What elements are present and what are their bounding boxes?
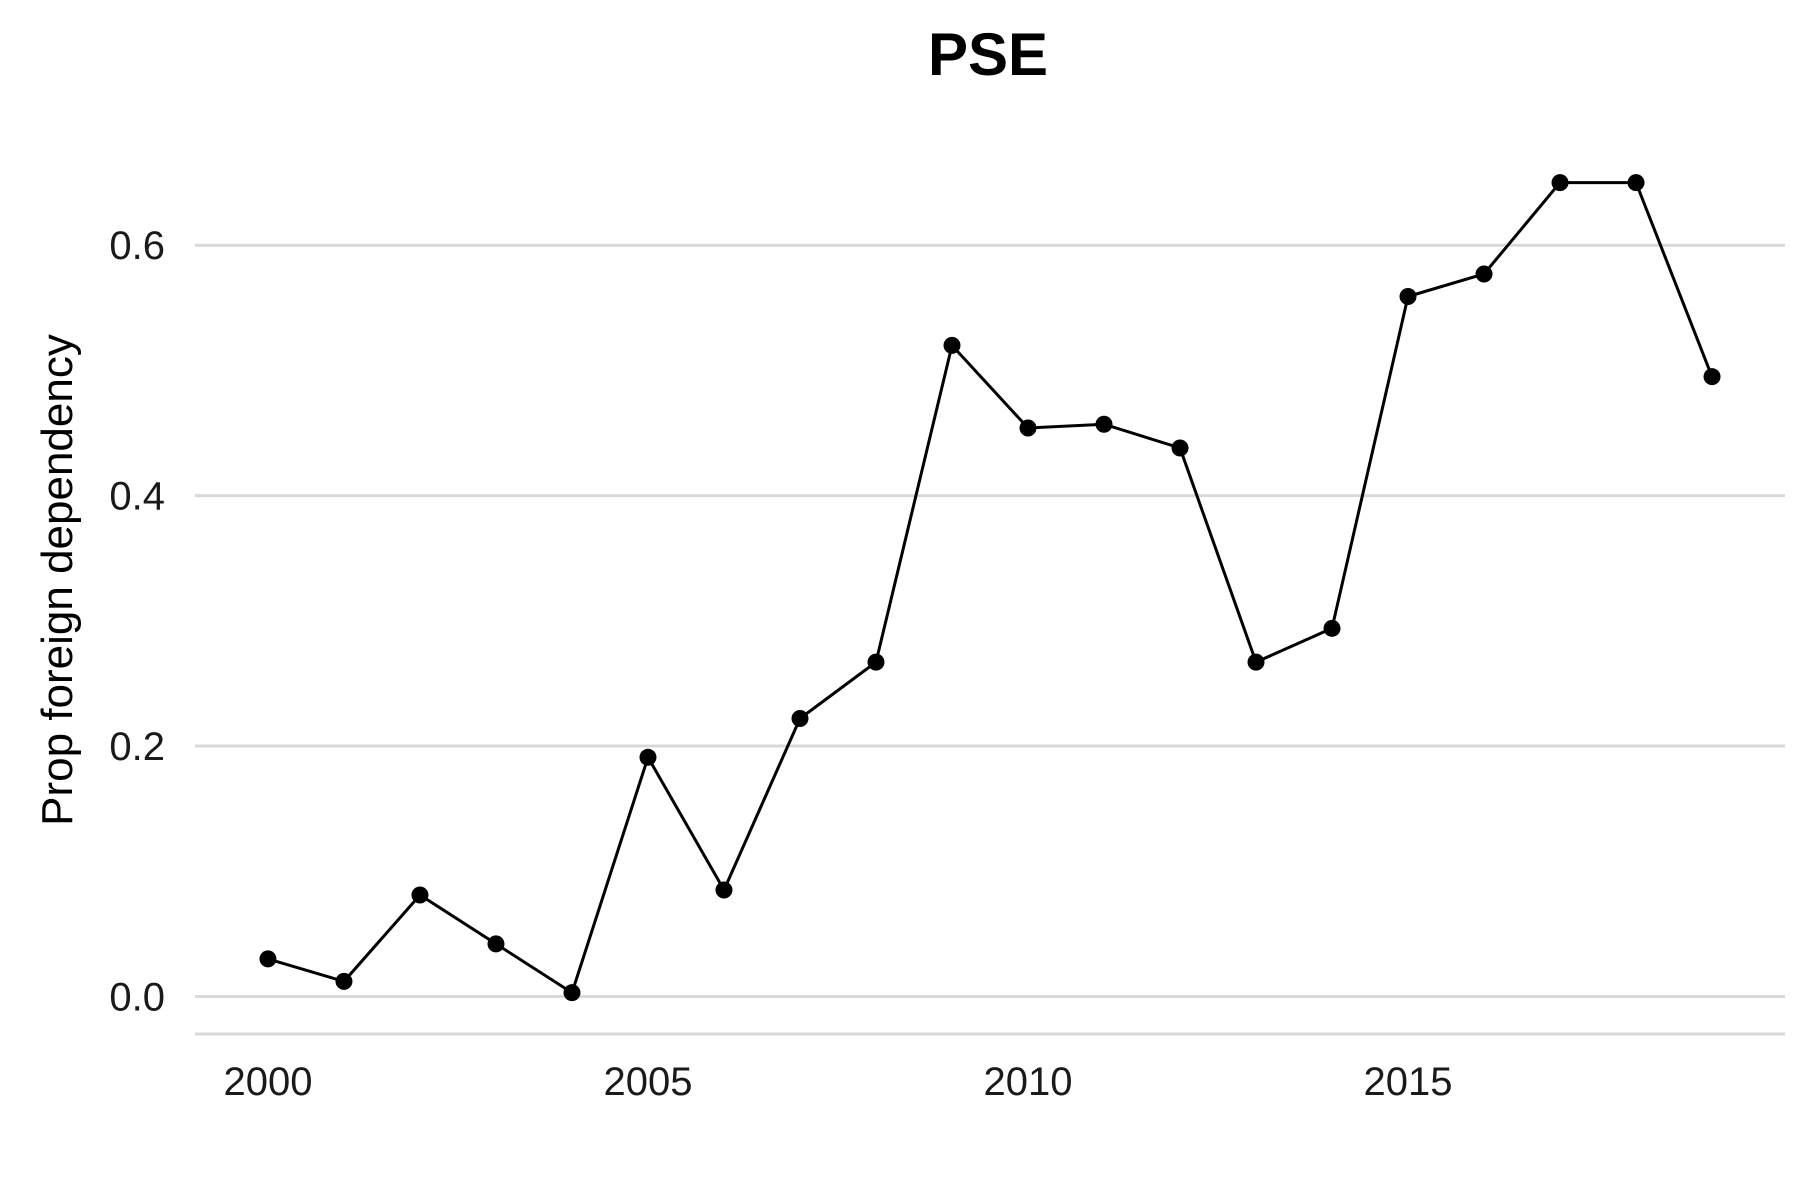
data-point-2001 bbox=[335, 972, 353, 990]
data-point-2007 bbox=[791, 709, 809, 727]
data-point-2018 bbox=[1627, 174, 1645, 192]
data-point-2014 bbox=[1323, 619, 1341, 637]
y-tick-label: 0.0 bbox=[109, 975, 165, 1019]
data-point-2009 bbox=[943, 336, 961, 354]
series-line bbox=[267, 181, 1714, 996]
x-tick-label: 2010 bbox=[984, 1060, 1073, 1104]
data-point-2002 bbox=[411, 886, 429, 904]
series-layer bbox=[267, 181, 1714, 996]
gridlines bbox=[195, 243, 1785, 998]
y-axis-label: Prop foreign dependency bbox=[33, 334, 82, 826]
chart-title: PSE bbox=[928, 21, 1048, 88]
x-tick-label: 2005 bbox=[603, 1060, 692, 1104]
data-point-2010 bbox=[1019, 419, 1037, 437]
data-point-2013 bbox=[1247, 653, 1265, 671]
x-tick-label: 2000 bbox=[223, 1060, 312, 1104]
x-tick-label: 2015 bbox=[1364, 1060, 1453, 1104]
data-point-2004 bbox=[563, 984, 581, 1002]
data-point-2005 bbox=[639, 748, 657, 766]
data-point-2015 bbox=[1399, 288, 1417, 306]
x-axis-ticks: 2000 2005 2010 2015 bbox=[223, 1060, 1452, 1104]
y-tick-label: 0.6 bbox=[109, 224, 165, 268]
data-point-2019 bbox=[1703, 368, 1721, 386]
y-tick-label: 0.2 bbox=[109, 725, 165, 769]
y-axis-ticks: 0.0 0.2 0.4 0.6 bbox=[109, 224, 165, 1019]
data-point-2017 bbox=[1551, 174, 1569, 192]
data-point-2006 bbox=[715, 881, 733, 899]
data-point-2016 bbox=[1475, 265, 1493, 283]
data-point-2000 bbox=[259, 950, 277, 968]
data-points bbox=[259, 174, 1721, 1002]
data-point-2008 bbox=[867, 653, 885, 671]
y-tick-label: 0.4 bbox=[109, 475, 165, 519]
data-point-2011 bbox=[1095, 415, 1113, 433]
data-point-2003 bbox=[487, 935, 505, 953]
data-point-2012 bbox=[1171, 439, 1189, 457]
